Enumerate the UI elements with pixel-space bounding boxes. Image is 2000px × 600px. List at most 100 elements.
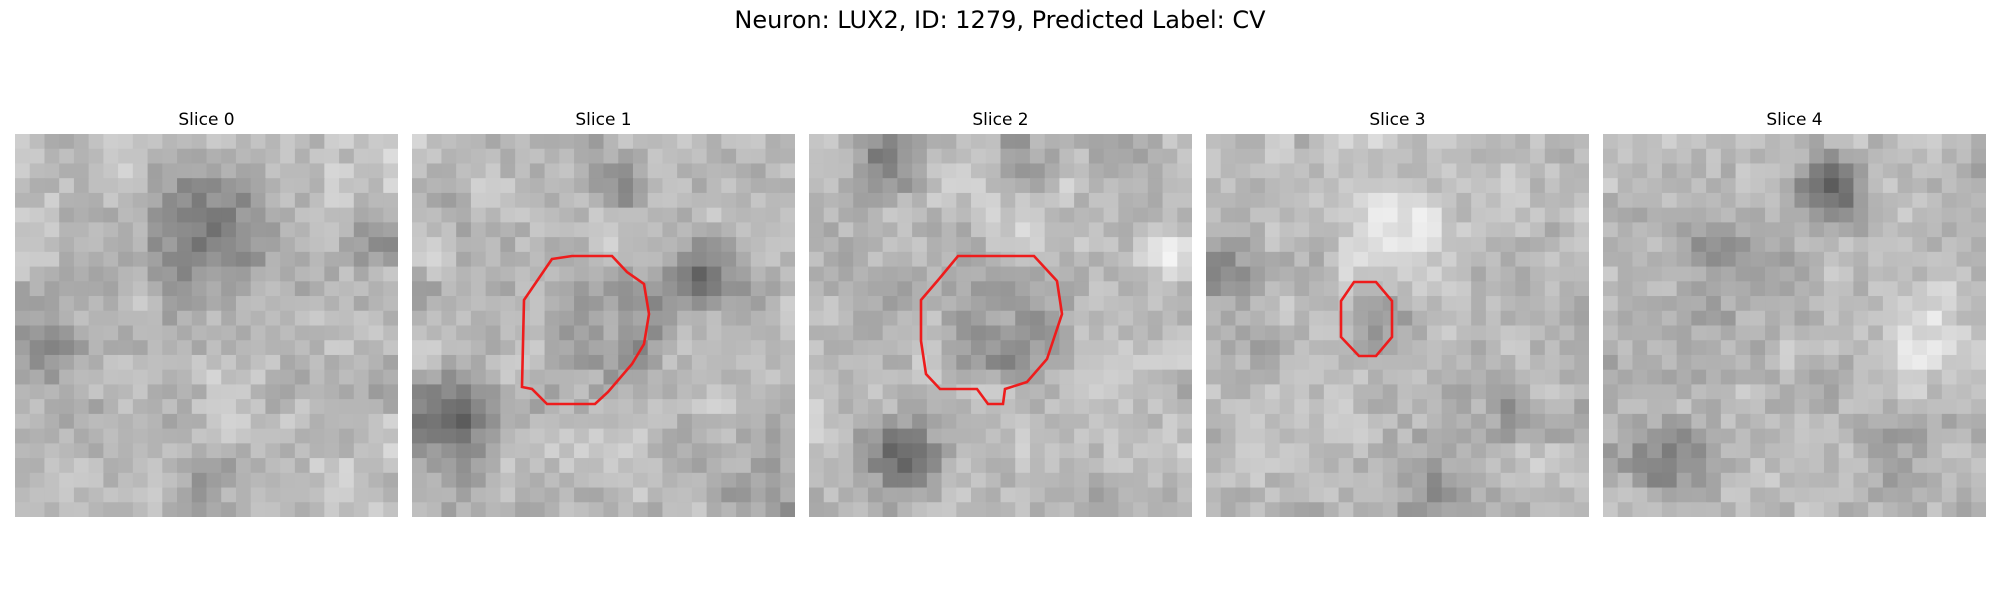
image-pixel [1000,354,1016,371]
image-pixel [339,443,355,459]
image-pixel [574,251,590,268]
image-pixel [1044,237,1061,253]
image-pixel [1426,251,1443,268]
image-pixel [867,399,884,415]
image-pixel [59,458,75,474]
image-pixel [1441,325,1458,341]
image-pixel [1279,192,1295,209]
image-pixel [765,502,781,517]
image-pixel [1971,148,1986,165]
image-pixel [103,163,119,179]
image-pixel [750,413,767,430]
image-pixel [1456,310,1472,327]
image-pixel [912,472,928,489]
image-pixel [1133,237,1149,253]
image-pixel [603,354,619,371]
image-pixel [1220,354,1237,371]
image-pixel [926,428,943,444]
image-pixel [1530,413,1546,430]
image-pixel [1426,163,1443,179]
image-pixel [500,340,516,356]
image-pixel [1162,458,1178,474]
image-pixel [1661,178,1678,194]
image-pixel [441,472,457,489]
image-pixel [529,502,546,517]
image-pixel [1426,369,1443,386]
image-pixel [1397,148,1413,165]
image-pixel [1015,325,1031,341]
image-pixel [1515,502,1531,517]
image-pixel [1617,443,1634,459]
image-pixel [1353,458,1369,474]
image-pixel [1220,502,1237,517]
image-pixel [1471,340,1487,356]
image-pixel [1250,472,1266,489]
image-pixel [985,369,1002,386]
image-pixel [44,472,60,489]
image-pixel [412,369,428,386]
image-pixel [1059,251,1075,268]
image-pixel [324,325,340,341]
image-pixel [324,296,340,312]
image-pixel [280,237,296,253]
image-pixel [368,384,384,400]
image-pixel [588,178,605,194]
image-pixel [1309,487,1325,503]
image-pixel [353,428,370,444]
image-pixel [1397,428,1413,444]
image-pixel [1029,310,1046,327]
image-pixel [662,428,678,444]
image-pixel [1118,296,1134,312]
image-pixel [985,340,1002,356]
image-pixel [368,310,384,327]
image-pixel [985,266,1002,282]
image-pixel [736,207,752,223]
image-pixel [1485,266,1502,282]
image-pixel [1897,266,1913,282]
image-pixel [1338,207,1354,223]
image-pixel [1868,251,1884,268]
image-pixel [1059,207,1075,223]
image-pixel [1471,148,1487,165]
image-pixel [1691,178,1707,194]
image-pixel [1133,443,1149,459]
image-pixel [221,354,237,371]
image-pixel [1441,281,1458,297]
image-pixel [177,148,193,165]
image-pixel [1147,487,1164,503]
image-pixel [1617,222,1634,238]
image-pixel [1133,192,1149,209]
image-pixel [1338,266,1354,282]
image-pixel [132,207,149,223]
image-pixel [1574,487,1589,503]
image-pixel [1397,413,1413,430]
image-pixel [956,207,972,223]
image-pixel [59,134,75,150]
image-pixel [1941,472,1958,489]
image-pixel [1471,502,1487,517]
image-pixel [677,148,693,165]
image-pixel [1323,148,1340,165]
image-pixel [1353,428,1369,444]
image-pixel [1559,192,1575,209]
image-pixel [88,369,104,386]
image-pixel [1750,487,1766,503]
image-pixel [1632,325,1648,341]
image-pixel [294,340,311,356]
image-pixel [309,502,325,517]
image-pixel [1750,472,1766,489]
image-pixel [1088,502,1105,517]
image-pixel [1779,384,1796,400]
image-pixel [1279,443,1295,459]
image-pixel [1279,325,1295,341]
image-pixel [926,148,943,165]
image-pixel [559,384,575,400]
image-pixel [706,472,722,489]
image-pixel [250,472,267,489]
image-pixel [985,178,1002,194]
image-pixel [618,148,634,165]
image-pixel [1471,222,1487,238]
image-pixel [470,340,487,356]
image-pixel [470,266,487,282]
image-pixel [1118,487,1134,503]
